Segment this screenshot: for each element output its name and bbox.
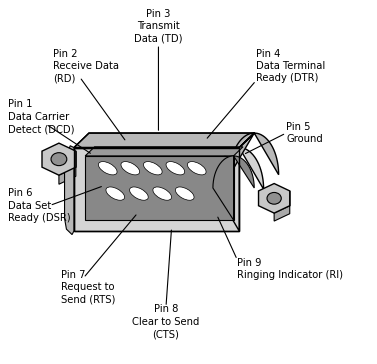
Polygon shape <box>274 191 290 221</box>
Polygon shape <box>85 147 243 156</box>
Polygon shape <box>259 183 290 213</box>
Ellipse shape <box>153 187 172 200</box>
Ellipse shape <box>51 153 67 166</box>
Text: Pin 8
Clear to Send
(CTS): Pin 8 Clear to Send (CTS) <box>132 304 200 339</box>
Polygon shape <box>42 143 76 175</box>
Polygon shape <box>74 147 239 231</box>
Ellipse shape <box>98 162 117 175</box>
Polygon shape <box>64 146 74 234</box>
Polygon shape <box>59 151 76 184</box>
Ellipse shape <box>121 162 139 175</box>
Polygon shape <box>230 133 279 175</box>
Ellipse shape <box>130 187 148 200</box>
Ellipse shape <box>144 162 162 175</box>
Polygon shape <box>74 133 254 147</box>
Polygon shape <box>85 156 234 220</box>
Text: Pin 6
Data Set
Ready (DSR): Pin 6 Data Set Ready (DSR) <box>8 188 71 223</box>
Ellipse shape <box>166 162 185 175</box>
Text: Pin 9
Ringing Indicator (RI): Pin 9 Ringing Indicator (RI) <box>238 258 343 280</box>
Ellipse shape <box>187 162 206 175</box>
Text: Pin 2
Receive Data
(RD): Pin 2 Receive Data (RD) <box>53 48 119 83</box>
Text: Pin 4
Data Terminal
Ready (DTR): Pin 4 Data Terminal Ready (DTR) <box>256 48 325 83</box>
Text: Pin 7
Request to
Send (RTS): Pin 7 Request to Send (RTS) <box>61 270 115 305</box>
Ellipse shape <box>106 187 124 200</box>
Text: Pin 3
Transmit
Data (TD): Pin 3 Transmit Data (TD) <box>134 9 183 43</box>
Ellipse shape <box>267 193 281 204</box>
Polygon shape <box>215 147 264 231</box>
Text: Pin 5
Ground: Pin 5 Ground <box>286 122 323 144</box>
Polygon shape <box>213 156 254 220</box>
Ellipse shape <box>175 187 194 200</box>
Text: Pin 1
Data Carrier
Detect (DCD): Pin 1 Data Carrier Detect (DCD) <box>8 99 75 134</box>
